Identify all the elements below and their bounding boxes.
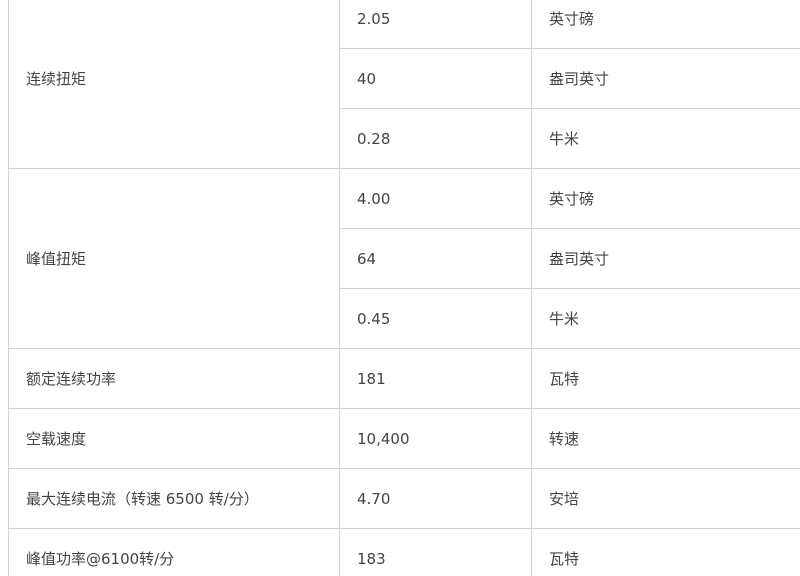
table-row: 最大连续电流（转速 6500 转/分） 4.70 安培 [8, 468, 800, 529]
table-row: 额定连续功率 181 瓦特 [8, 348, 800, 409]
value-cell: 183 [339, 528, 532, 576]
value-cell: 4.70 [339, 468, 532, 529]
table-row: 峰值功率@6100转/分 183 瓦特 [8, 528, 800, 576]
table-row: 40 盎司英寸 [9, 48, 800, 109]
value-cell: 0.28 [339, 108, 532, 169]
row-label: 连续扭矩 [8, 0, 340, 169]
value-cell: 0.45 [339, 288, 532, 349]
table-row: 峰值扭矩 4.00 英寸磅 [8, 168, 800, 349]
unit-cell: 牛米 [531, 108, 800, 169]
row-label: 峰值功率@6100转/分 [8, 528, 340, 576]
table-row: 64 盎司英寸 [9, 228, 800, 289]
unit-cell: 安培 [531, 468, 800, 529]
spec-table: 连续扭矩 2.05 英寸磅 40 盎司英寸 0.28 牛米 峰值扭矩 4.00 英寸磅 64 盎司英寸… [8, 0, 800, 576]
value-cell: 4.00 [339, 168, 532, 229]
unit-cell: 瓦特 [531, 528, 800, 576]
table-row: 连续扭矩 2.05 英寸磅 [8, 0, 800, 169]
unit-cell: 转速 [531, 408, 800, 469]
unit-cell: 瓦特 [531, 348, 800, 409]
row-label: 峰值扭矩 [8, 168, 340, 349]
unit-cell: 盎司英寸 [531, 228, 800, 289]
value-cell: 181 [339, 348, 532, 409]
unit-cell: 盎司英寸 [531, 48, 800, 109]
value-cell: 40 [339, 48, 532, 109]
row-label: 最大连续电流（转速 6500 转/分） [8, 468, 340, 529]
row-label: 空载速度 [8, 408, 340, 469]
unit-cell: 牛米 [531, 288, 800, 349]
unit-cell: 英寸磅 [531, 0, 800, 49]
value-cell: 64 [339, 228, 532, 289]
unit-cell: 英寸磅 [531, 168, 800, 229]
row-label: 额定连续功率 [8, 348, 340, 409]
table-row: 0.45 牛米 [9, 288, 800, 349]
value-cell: 10,400 [339, 408, 532, 469]
value-cell: 2.05 [339, 0, 532, 49]
table-row: 空载速度 10,400 转速 [8, 408, 800, 469]
